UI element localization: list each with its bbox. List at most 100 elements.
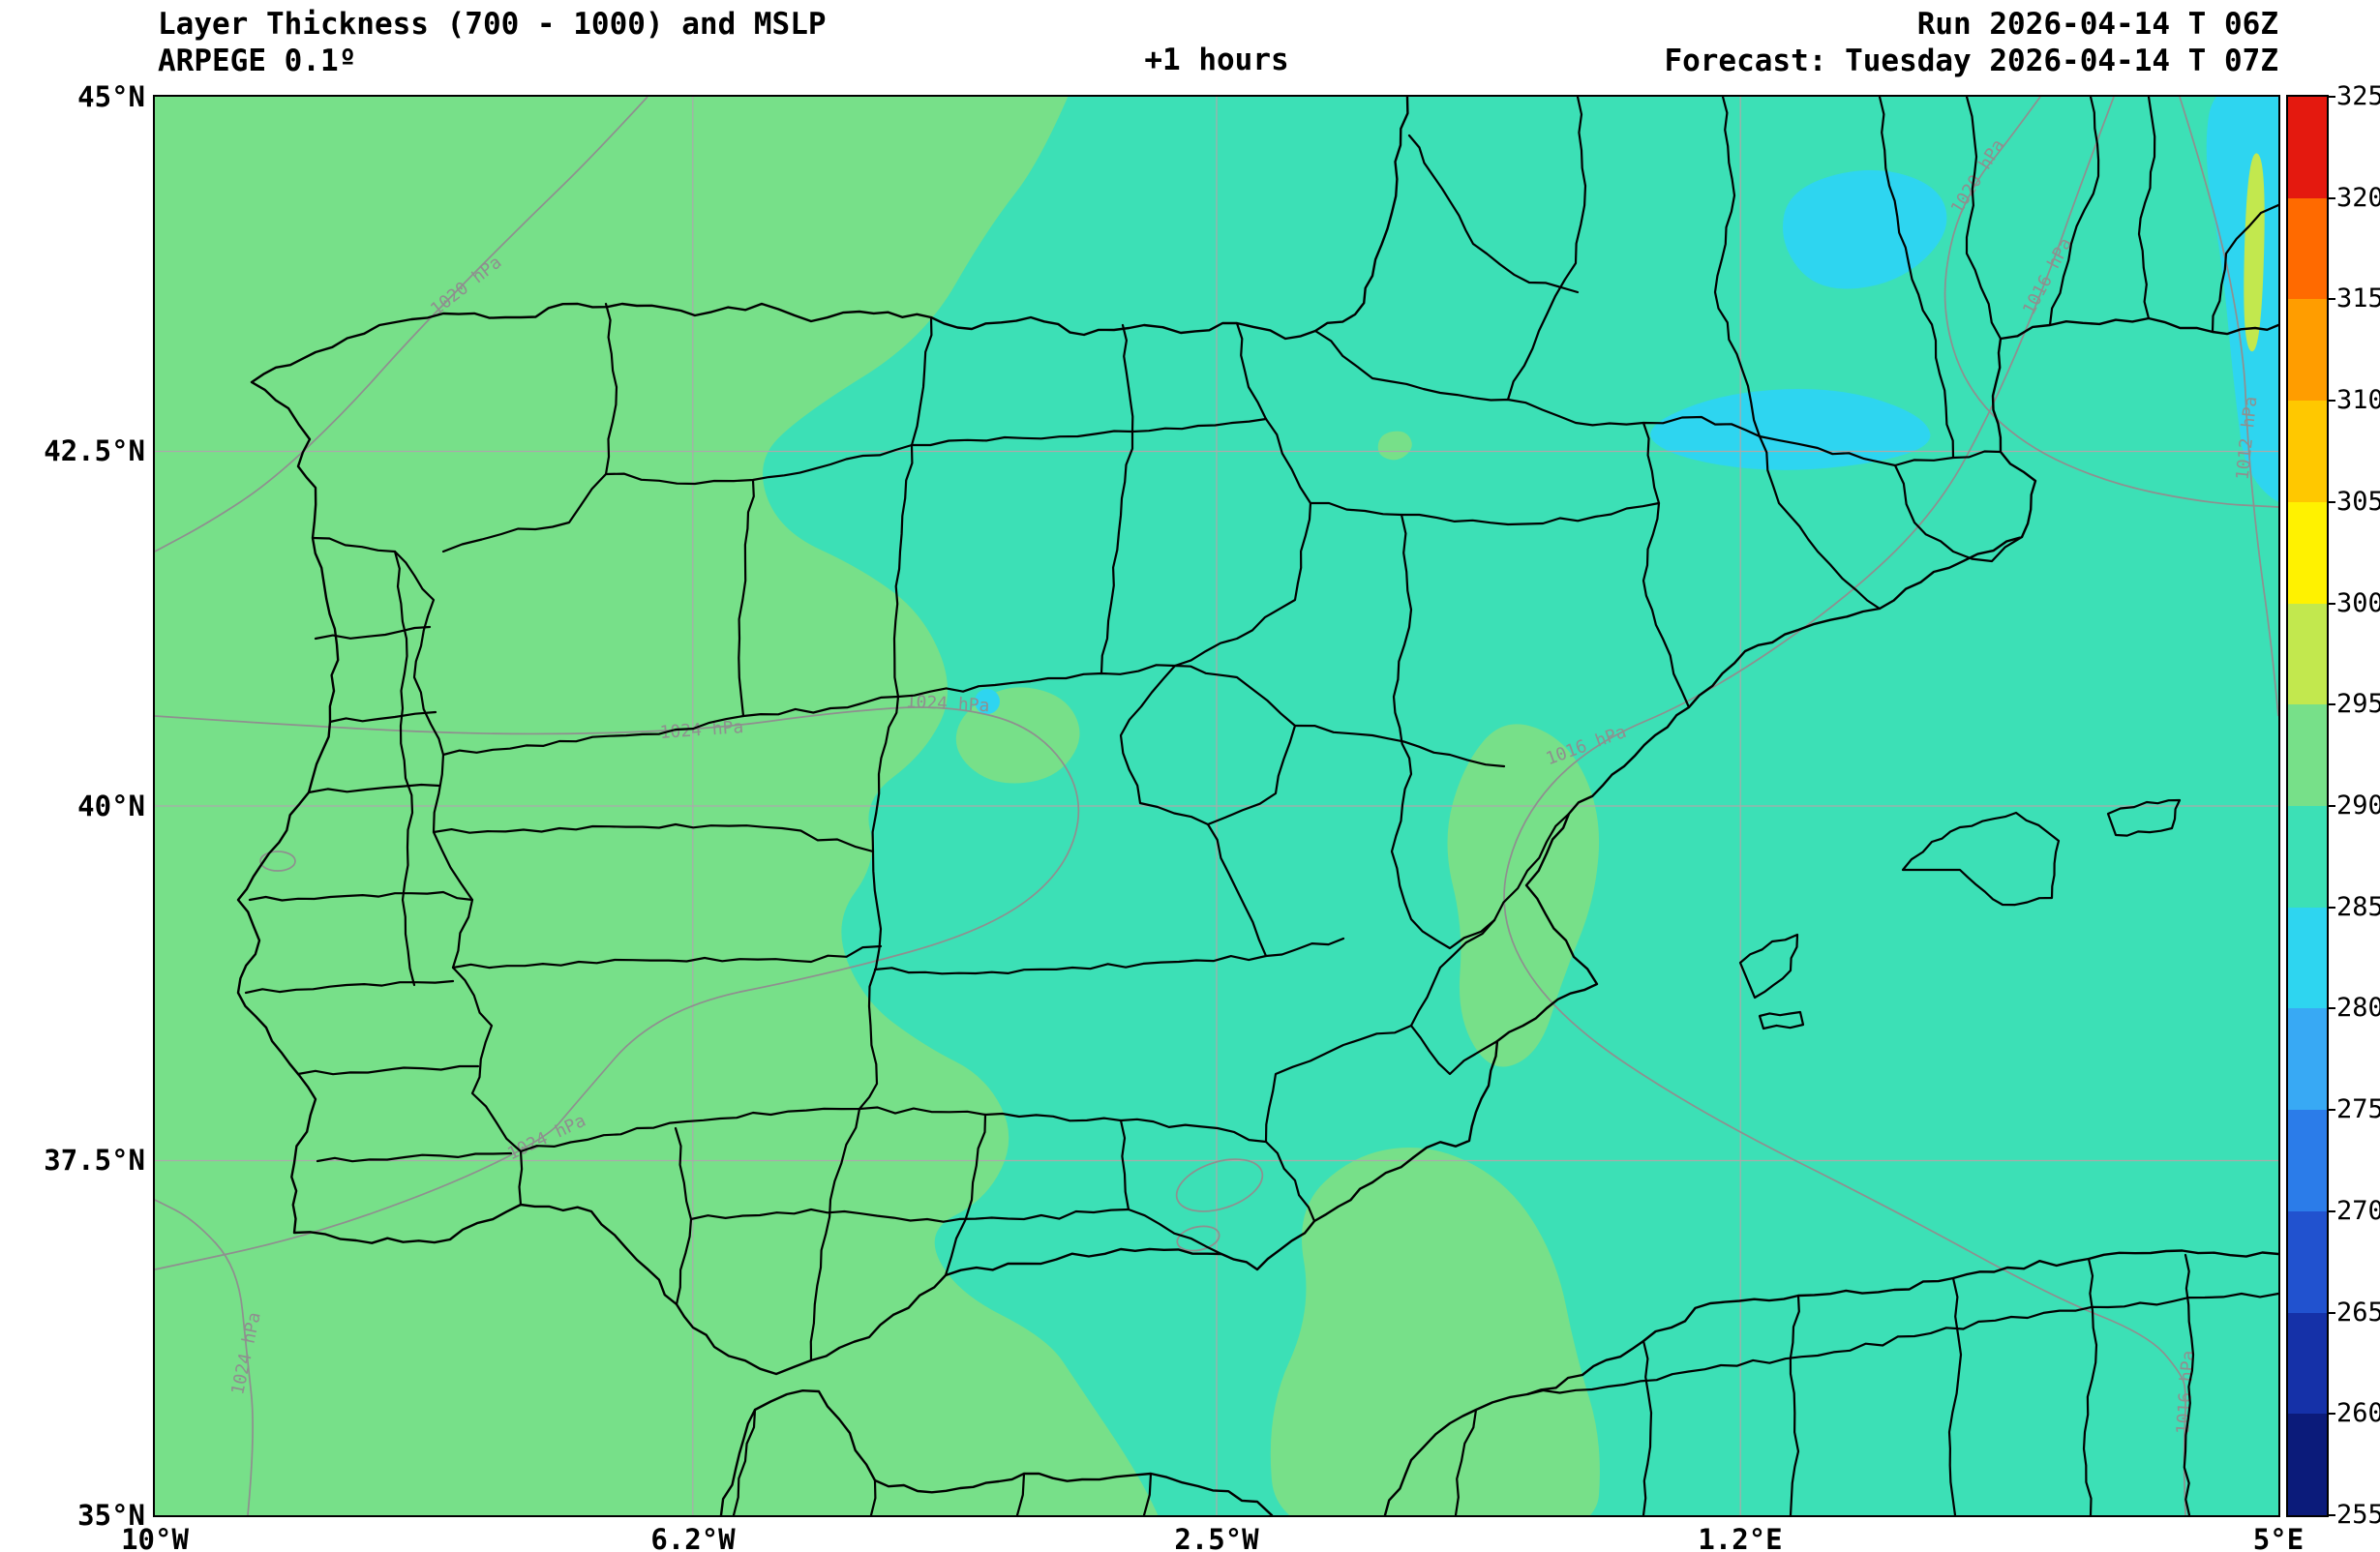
colorbar-tick-mark	[2327, 805, 2335, 807]
colorbar-segment	[2288, 704, 2327, 807]
thickness-patch-295-300	[2244, 153, 2265, 352]
forecast-valid-label: Forecast: Tuesday 2026-04-14 T 07Z	[1664, 44, 2278, 78]
colorbar-segment	[2288, 299, 2327, 402]
colorbar-segment	[2288, 907, 2327, 1009]
admin-border-path	[1642, 421, 1691, 709]
admin-border-path	[1893, 463, 2024, 563]
admin-border-path	[1965, 97, 2003, 341]
colorbar-segment	[2288, 1110, 2327, 1211]
thickness-patch-280-285	[1783, 169, 1947, 289]
map-plot-area: 1020 hPa 1020 hPa 1016 hPa 1012 hPa 1024…	[153, 95, 2280, 1517]
admin-border-path	[1713, 97, 1762, 438]
thickness-patch-280-285	[975, 689, 1000, 714]
colorbar-segment	[2288, 1312, 2327, 1415]
colorbar-tick-label: 290	[2336, 791, 2380, 821]
admin-border-path	[2211, 203, 2278, 334]
admin-border-path	[604, 417, 1268, 486]
admin-border-path	[307, 783, 441, 794]
isobar-label: 1024 hPa	[905, 692, 990, 717]
island-outline	[1738, 933, 1799, 1000]
admin-border-path	[2183, 1253, 2195, 1515]
admin-border-path	[1947, 1276, 1963, 1515]
admin-border-path	[1293, 724, 1506, 768]
colorbar	[2286, 95, 2329, 1517]
colorbar-tick-mark	[2327, 1514, 2335, 1516]
colorbar-tick-label: 310	[2336, 385, 2380, 416]
colorbar-tick-mark	[2327, 500, 2335, 503]
isobar-line	[2179, 97, 2278, 717]
admin-border-path	[809, 1107, 861, 1362]
admin-border-path	[393, 550, 416, 987]
admin-border-path	[873, 937, 1345, 975]
colorbar-segment	[2288, 1210, 2327, 1313]
island-outline	[2106, 798, 2182, 837]
admin-border-path	[316, 1151, 513, 1163]
admin-border-path	[1142, 1472, 1153, 1515]
admin-border-path	[1407, 134, 1580, 294]
colorbar-tick-mark	[2327, 703, 2335, 706]
admin-border-path	[1789, 1294, 1800, 1515]
admin-border-path	[1100, 430, 1134, 675]
colorbar-tick-label: 295	[2336, 689, 2380, 720]
island-outline	[1758, 1010, 1805, 1030]
colorbar-tick-label: 280	[2336, 993, 2380, 1024]
colorbar-segment	[2288, 806, 2327, 908]
isobar-line	[155, 97, 648, 552]
colorbar-segment	[2288, 401, 2327, 502]
admin-border-path	[2082, 1257, 2098, 1515]
colorbar-segment	[2288, 1414, 2327, 1516]
thickness-patch-290-295	[1377, 431, 1412, 461]
admin-border-path	[314, 625, 432, 641]
colorbar-tick-label: 260	[2336, 1398, 2380, 1429]
admin-border-path	[248, 890, 474, 902]
x-axis-tick-5e: 5°E	[2252, 1523, 2305, 1552]
admin-border-path	[1206, 822, 1268, 958]
grid-layer	[155, 97, 2278, 1515]
x-axis-tick-10w: 10°W	[121, 1523, 189, 1552]
isobar-line	[1503, 97, 2186, 1515]
isobar-closed-contour	[259, 851, 296, 872]
admin-border-path	[1758, 434, 1882, 611]
colorbar-tick-label: 265	[2336, 1297, 2380, 1328]
admin-border-path	[1390, 513, 1496, 950]
colorbar-tick-mark	[2327, 298, 2335, 301]
colorbar-tick-label: 255	[2336, 1500, 2380, 1530]
admin-border-path	[892, 443, 914, 699]
map-canvas: 1020 hPa 1020 hPa 1016 hPa 1012 hPa 1024…	[155, 97, 2278, 1515]
admin-border-path	[2137, 97, 2156, 320]
colorbar-segment	[2288, 603, 2327, 705]
admin-border-path	[519, 1106, 1268, 1153]
colorbar-tick-mark	[2327, 196, 2335, 199]
admin-border-path	[1313, 329, 2003, 467]
admin-border-path	[689, 1208, 1130, 1223]
x-axis-tick-6-2w: 6.2°W	[650, 1523, 736, 1552]
thickness-patch-290-295	[1270, 1148, 1600, 1515]
admin-border-path	[1525, 1292, 2278, 1396]
island-outline	[1901, 811, 2061, 907]
colorbar-tick-mark	[2327, 1311, 2335, 1314]
y-axis-tick-40n: 40°N	[77, 790, 145, 822]
admin-border-path	[1264, 1140, 1316, 1223]
admin-border-path	[441, 664, 1177, 757]
admin-border-path	[738, 478, 755, 718]
colorbar-tick-label: 305	[2336, 486, 2380, 517]
chart-title: Layer Thickness (700 - 1000) and MSLP	[158, 7, 827, 42]
colorbar-tick-label: 270	[2336, 1195, 2380, 1226]
isobar-line	[1943, 97, 2278, 508]
admin-border-path	[1878, 97, 1955, 460]
admin-border-path	[451, 944, 883, 970]
admin-border-path	[1119, 664, 1297, 826]
admin-border-path	[432, 822, 875, 853]
admin-border-path	[1173, 417, 1312, 668]
colorbar-tick-mark	[2327, 400, 2335, 403]
boundary-layer	[236, 97, 2278, 1515]
y-axis-tick-37-5n: 37.5°N	[44, 1144, 145, 1177]
admin-border-path	[1642, 1339, 1653, 1515]
colorbar-tick-mark	[2327, 906, 2335, 909]
admin-border-path	[244, 979, 455, 995]
colorbar-tick-label: 285	[2336, 891, 2380, 922]
admin-border-path	[1121, 323, 1134, 433]
thickness-patch-290-295	[1447, 724, 1600, 1067]
admin-border-path	[1309, 501, 1661, 526]
